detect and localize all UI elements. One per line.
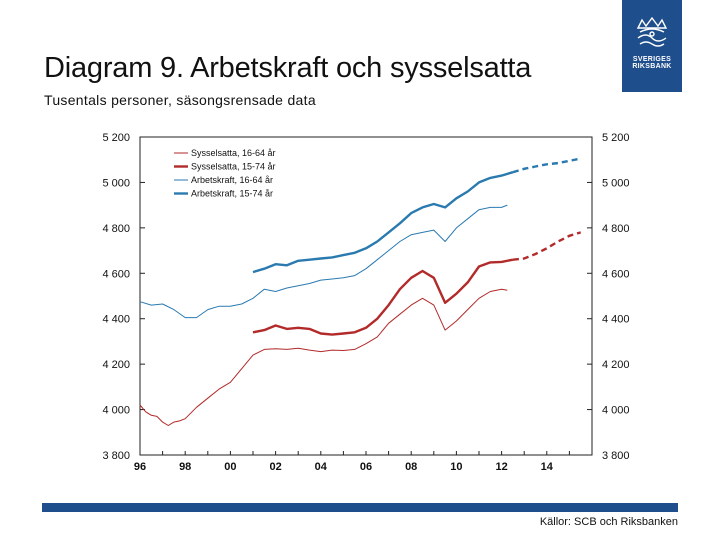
y-tick-label-left: 4 200 bbox=[102, 359, 130, 371]
x-tick-label: 08 bbox=[405, 461, 417, 473]
y-tick-label-left: 4 400 bbox=[102, 314, 130, 326]
x-tick-label: 10 bbox=[450, 461, 462, 473]
legend-label-4: Arbetskraft, 15-74 år bbox=[191, 189, 273, 199]
y-tick-label-right: 4 000 bbox=[602, 405, 630, 417]
y-tick-label-right: 5 200 bbox=[602, 132, 630, 144]
y-tick-label-left: 3 800 bbox=[102, 450, 130, 462]
series-forecast-4 bbox=[512, 157, 581, 174]
crown-emblem-icon bbox=[636, 16, 668, 47]
logo-line-1: SVERIGES bbox=[632, 56, 672, 63]
x-tick-label: 00 bbox=[224, 461, 236, 473]
series-forecast-2 bbox=[512, 231, 582, 261]
x-tick-label: 04 bbox=[315, 461, 328, 473]
series-line-3 bbox=[139, 204, 508, 319]
line-chart: 3 800 3 800 4 000 4 000 4 200 4 200 4 400 4 400… bbox=[102, 132, 630, 473]
series-line-1 bbox=[139, 288, 508, 426]
series-line-4 bbox=[252, 171, 514, 274]
y-tick-label-left: 5 000 bbox=[102, 177, 130, 189]
y-tick-label-left: 4 800 bbox=[102, 223, 130, 235]
page-title: Diagram 9. Arbetskraft och sysselsatta bbox=[44, 52, 532, 84]
y-tick-label-right: 4 800 bbox=[602, 223, 630, 235]
source-note: Källor: SCB och Riksbanken bbox=[539, 516, 678, 528]
y-tick-label-right: 4 400 bbox=[602, 314, 630, 326]
y-tick-label-right: 4 200 bbox=[602, 359, 630, 371]
page-subtitle: Tusentals personer, säsongsrensade data bbox=[44, 92, 316, 108]
logo-line-2: RIKSBANK bbox=[632, 63, 672, 70]
y-tick-label-left: 5 200 bbox=[102, 132, 130, 144]
y-tick-label-left: 4 600 bbox=[102, 268, 130, 280]
x-tick-label: 98 bbox=[179, 461, 191, 473]
legend-label-2: Sysselsatta, 15-74 år bbox=[191, 162, 276, 172]
series-line-2 bbox=[252, 258, 514, 336]
y-tick-label-right: 3 800 bbox=[602, 450, 630, 462]
riksbank-logo: SVERIGES RIKSBANK bbox=[622, 0, 682, 92]
legend-label-1: Sysselsatta, 16-64 år bbox=[191, 148, 276, 158]
x-tick-label: 12 bbox=[495, 461, 507, 473]
legend-label-3: Arbetskraft, 16-64 år bbox=[191, 175, 273, 185]
x-tick-label: 06 bbox=[360, 461, 372, 473]
x-tick-label: 02 bbox=[269, 461, 281, 473]
y-tick-label-left: 4 000 bbox=[102, 405, 130, 417]
y-tick-label-right: 5 000 bbox=[602, 177, 630, 189]
x-tick-label: 14 bbox=[541, 461, 554, 473]
y-tick-label-right: 4 600 bbox=[602, 268, 630, 280]
footer-bar bbox=[42, 503, 678, 512]
x-tick-label: 96 bbox=[134, 461, 146, 473]
